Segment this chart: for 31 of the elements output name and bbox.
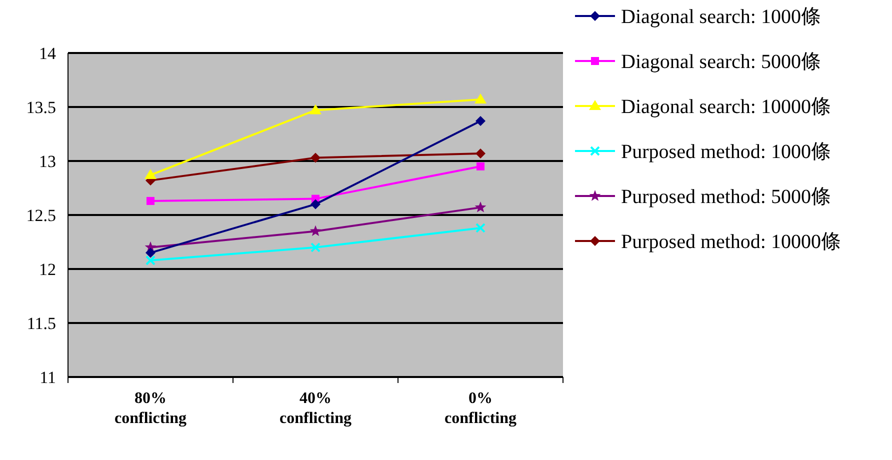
point [476, 222, 486, 233]
point [144, 169, 156, 180]
y-tick-label: 11.5 [26, 314, 56, 333]
point [310, 104, 322, 114]
y-tick-label: 12 [39, 260, 56, 279]
legend-label: Purposed method: 5000條 [621, 186, 831, 208]
y-tick-label: 11 [40, 368, 56, 387]
point [474, 93, 486, 104]
legend-label: Purposed method: 10000條 [621, 231, 841, 253]
point [476, 116, 486, 126]
x-tick-label: 0% conflicting [444, 390, 516, 427]
legend-label: Purposed method: 1000條 [621, 141, 831, 163]
legend-label: Diagonal search: 5000條 [621, 51, 821, 73]
point [146, 248, 156, 258]
point [310, 242, 320, 252]
point [310, 152, 320, 163]
point [146, 255, 156, 266]
y-tick-label: 13 [39, 152, 56, 171]
point [476, 162, 484, 170]
x-tick-label: 80% conflicting [114, 390, 186, 427]
point [146, 196, 154, 205]
legend-label: Diagonal search: 1000條 [621, 6, 821, 28]
y-tick-label: 13.5 [26, 98, 56, 117]
y-tick-label: 14 [39, 44, 56, 63]
point [310, 225, 322, 236]
point [310, 199, 320, 210]
legend-label: Diagonal search: 10000條 [621, 96, 831, 118]
x-tick-label: 40% conflicting [280, 390, 352, 427]
point [476, 148, 486, 158]
y-tick-label: 12.5 [26, 206, 56, 225]
point [474, 201, 486, 212]
